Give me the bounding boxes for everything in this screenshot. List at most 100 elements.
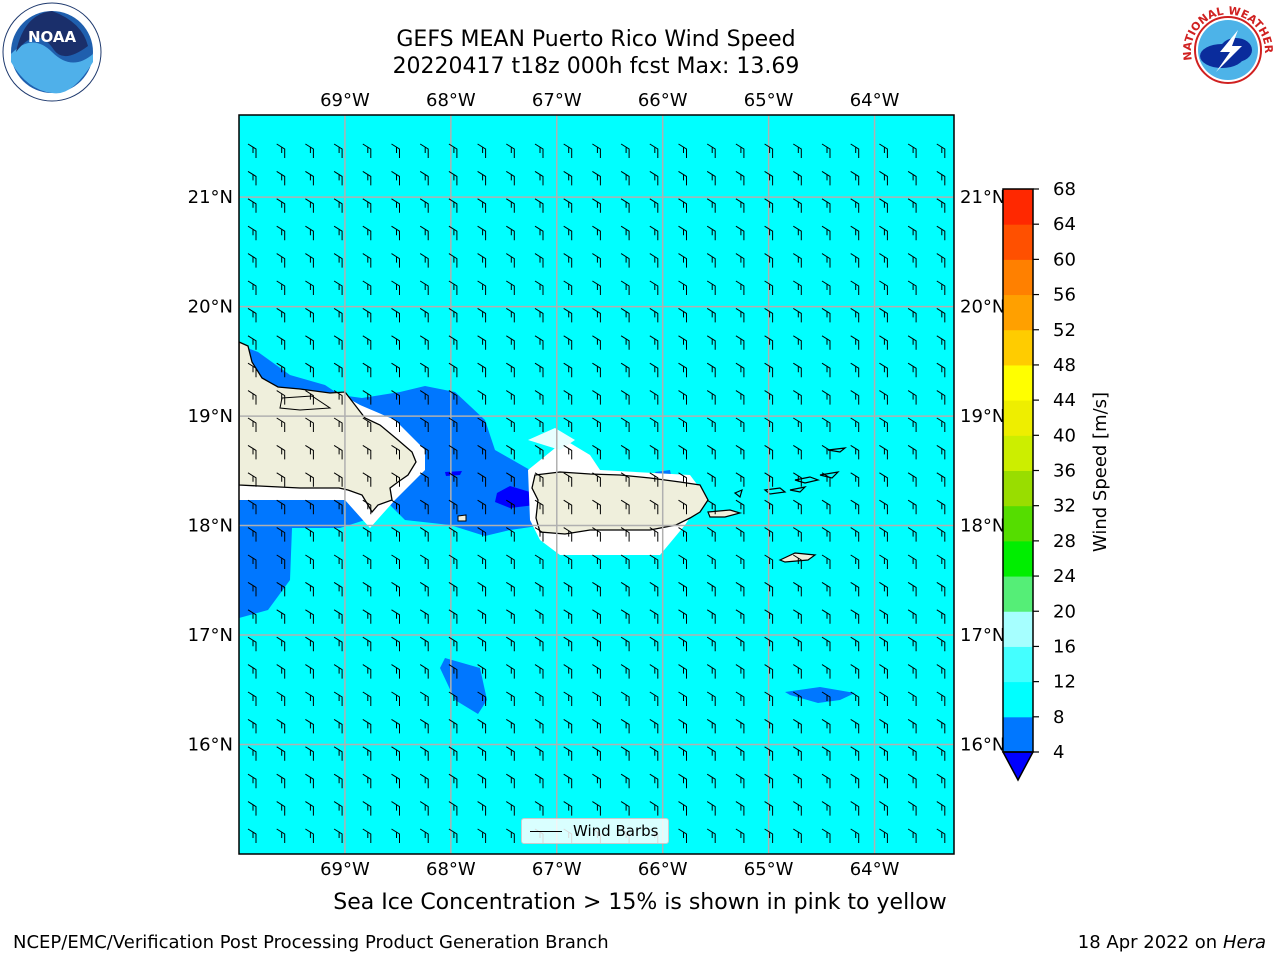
wind-barb <box>362 664 372 679</box>
wind-barb <box>247 444 257 460</box>
colorbar-segment <box>1003 435 1033 471</box>
wind-barb <box>764 746 774 761</box>
lon-tick-label: 69°W <box>320 90 370 111</box>
wind-barb <box>247 472 257 487</box>
wind-barb <box>362 170 372 186</box>
wind-barb <box>276 198 286 213</box>
wind-barb <box>678 718 687 734</box>
wind-barb <box>649 691 659 706</box>
wind-barb <box>879 444 888 460</box>
wind-barb <box>534 499 544 515</box>
wind-barb <box>592 801 601 816</box>
wind-barb <box>592 444 601 460</box>
wind-barb <box>735 718 745 734</box>
wind-barb <box>276 773 286 789</box>
colorbar-segment <box>1003 576 1033 612</box>
wind-barb <box>649 417 659 432</box>
low-wind-patch-southeast <box>785 687 855 703</box>
wind-barb <box>592 581 601 597</box>
wind-barb <box>793 143 802 158</box>
wind-barb <box>247 664 257 679</box>
wind-barb <box>850 691 860 706</box>
wind-barb <box>879 198 888 213</box>
wind-barb <box>448 362 458 378</box>
wind-barb <box>735 828 745 843</box>
wind-barb <box>936 417 946 432</box>
wind-barb <box>850 253 860 268</box>
wind-barb <box>936 307 946 323</box>
wind-barb <box>907 664 917 679</box>
wind-barb <box>649 253 659 268</box>
wind-barb <box>936 581 946 597</box>
wind-barb <box>362 691 372 706</box>
wind-barb <box>333 828 343 843</box>
wind-barb <box>850 280 860 295</box>
wind-barb <box>477 609 487 624</box>
wind-barb <box>793 609 802 624</box>
wind-barb <box>793 828 802 843</box>
wind-barb <box>419 801 429 816</box>
wind-barb <box>247 143 257 158</box>
wind-barb <box>764 691 774 706</box>
wind-barb <box>391 828 400 843</box>
wind-barb <box>706 746 716 761</box>
wind-barb <box>793 746 802 761</box>
wind-barb <box>592 499 601 515</box>
wind-barb <box>735 499 745 515</box>
wind-barb <box>706 636 716 652</box>
wind-barb <box>907 554 917 569</box>
wind-barb <box>333 307 343 323</box>
wind-barb <box>362 417 372 432</box>
wind-barb <box>936 225 946 241</box>
wind-barb <box>649 718 659 734</box>
wind-barb <box>534 335 544 350</box>
wind-barb <box>850 225 860 241</box>
colorbar-tick-label: 64 <box>1053 214 1076 235</box>
wind-barb <box>534 554 544 569</box>
wind-barb <box>563 280 573 295</box>
gridlines <box>239 115 954 854</box>
wind-barb <box>477 444 487 460</box>
wind-barb <box>563 472 573 487</box>
wind-barb <box>305 691 314 706</box>
wind-barb <box>477 581 487 597</box>
wind-barb <box>247 225 257 241</box>
wind-barb <box>247 417 257 432</box>
wind-barb <box>735 280 745 295</box>
wind-barb <box>620 198 630 213</box>
colorbar-segment <box>1003 259 1033 296</box>
wind-barb <box>592 417 601 432</box>
colorbar-tick-label: 16 <box>1053 636 1076 657</box>
wind-barb <box>534 390 544 405</box>
wind-barb <box>419 609 429 624</box>
wind-barb <box>850 143 860 158</box>
wind-barb <box>735 554 745 569</box>
wind-barb <box>477 362 487 378</box>
wind-barb <box>793 499 802 515</box>
wind-barb <box>276 746 286 761</box>
wind-barb <box>793 773 802 789</box>
lat-tick-label: 21°N <box>188 187 233 208</box>
wind-barb <box>362 472 372 487</box>
wind-barb <box>391 390 400 405</box>
lat-tick-label: 16°N <box>188 735 233 756</box>
wind-barb <box>706 362 716 378</box>
wind-barb <box>534 307 544 323</box>
wind-barb <box>333 280 343 295</box>
wind-barb <box>563 335 573 350</box>
wind-barb <box>419 253 429 268</box>
wind-barb <box>477 335 487 350</box>
wind-barb <box>247 390 257 405</box>
wind-barb <box>706 664 716 679</box>
wind-barb <box>506 828 515 843</box>
wind-barb <box>735 390 745 405</box>
wind-barb <box>706 417 716 432</box>
wind-barb <box>448 472 458 487</box>
wind-barb <box>419 554 429 569</box>
map-frame <box>238 114 955 855</box>
colorbar-tick-label: 60 <box>1053 249 1076 270</box>
wind-barb <box>391 417 400 432</box>
wind-barb <box>506 253 515 268</box>
wind-barb <box>534 718 544 734</box>
